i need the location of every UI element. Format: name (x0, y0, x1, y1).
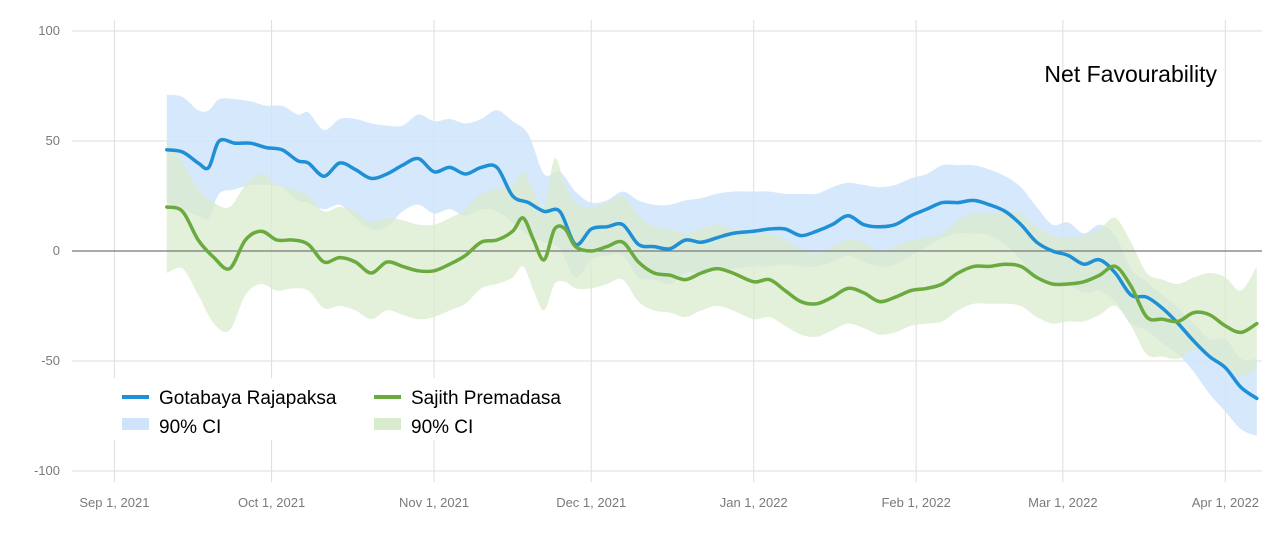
ci-band-sajith (166, 141, 1257, 377)
legend-swatch-gotabaya-ci (122, 418, 149, 430)
legend: Gotabaya Rajapaksa 90% CI Sajith Premada… (112, 378, 582, 440)
x-tick-label-3: Dec 1, 2021 (556, 495, 626, 510)
y-axis-ticks: 100 50 0 -50 -100 (34, 23, 60, 478)
x-tick-label-7: Apr 1, 2022 (1192, 495, 1259, 510)
legend-label-sajith: Sajith Premadasa (411, 388, 561, 409)
x-tick-label-1: Oct 1, 2021 (238, 495, 305, 510)
x-tick-label-4: Jan 1, 2022 (720, 495, 788, 510)
legend-swatch-sajith-ci (374, 418, 401, 430)
x-axis-ticks: Sep 1, 2021 Oct 1, 2021 Nov 1, 2021 Dec 1, … (79, 495, 1259, 510)
y-tick-label-3: -50 (41, 353, 60, 368)
series-line-gotabaya (165, 137, 1259, 401)
legend-label-sajith-ci: 90% CI (411, 417, 473, 438)
series-lines (165, 137, 1259, 401)
series-line-sajith (165, 205, 1259, 335)
x-tick-label-6: Mar 1, 2022 (1028, 495, 1097, 510)
y-tick-label-4: -100 (34, 463, 60, 478)
legend-label-gotabaya: Gotabaya Rajapaksa (159, 388, 337, 409)
x-tick-label-5: Feb 1, 2022 (881, 495, 950, 510)
legend-label-gotabaya-ci: 90% CI (159, 417, 221, 438)
y-tick-label-1: 50 (46, 133, 60, 148)
x-tick-label-0: Sep 1, 2021 (79, 495, 149, 510)
confidence-bands (166, 94, 1257, 436)
x-tick-label-2: Nov 1, 2021 (399, 495, 469, 510)
y-tick-label-0: 100 (38, 23, 60, 38)
legend-background (112, 378, 582, 440)
chart-title: Net Favourability (1044, 61, 1217, 87)
y-tick-label-2: 0 (53, 243, 60, 258)
